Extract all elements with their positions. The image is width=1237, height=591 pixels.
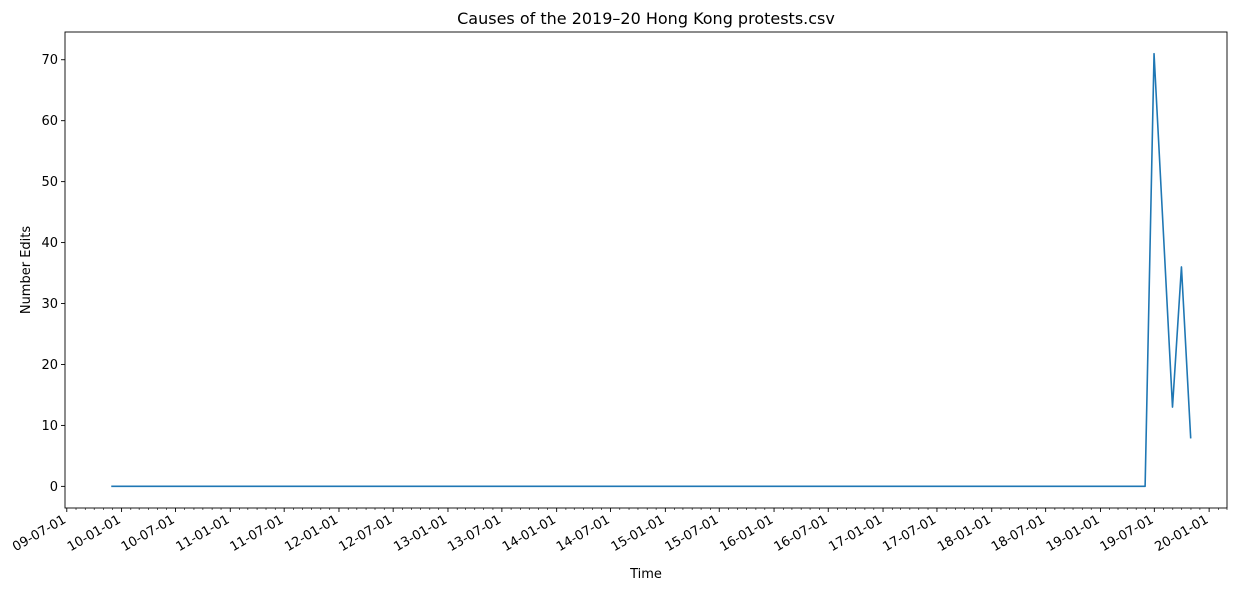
x-tick-label-1: 10-01-01 xyxy=(65,512,124,554)
axes-frame xyxy=(64,31,1228,509)
x-tick-label-15: 17-01-01 xyxy=(826,512,885,554)
x-tick-label-18: 18-07-01 xyxy=(989,512,1048,554)
y-tick-label-1: 10 xyxy=(41,419,58,434)
x-tick-label-6: 12-07-01 xyxy=(337,512,396,554)
y-tick-label-3: 30 xyxy=(41,297,58,312)
y-tick-label-2: 20 xyxy=(41,358,58,373)
y-tick-label-7: 70 xyxy=(41,53,58,68)
chart-title: Causes of the 2019–20 Hong Kong protests… xyxy=(457,9,835,28)
x-tick-label-3: 11-01-01 xyxy=(174,512,233,554)
y-tick-label-4: 40 xyxy=(41,236,58,251)
x-tick-label-16: 17-07-01 xyxy=(880,512,939,554)
plot-area: 09-07-0110-01-0110-07-0111-01-0111-07-01… xyxy=(10,31,1228,555)
x-tick-label-5: 12-01-01 xyxy=(282,512,341,554)
x-tick-label-7: 13-01-01 xyxy=(391,512,450,554)
x-tick-label-2: 10-07-01 xyxy=(119,512,178,554)
y-tick-label-6: 60 xyxy=(41,114,58,129)
x-tick-label-9: 14-01-01 xyxy=(500,512,559,554)
x-tick-label-0: 09-07-01 xyxy=(10,512,69,554)
y-tick-label-5: 50 xyxy=(41,175,58,190)
x-tick-label-10: 14-07-01 xyxy=(554,512,613,554)
x-tick-label-13: 16-01-01 xyxy=(717,512,776,554)
y-axis-label: Number Edits xyxy=(19,226,34,315)
x-axis-label: Time xyxy=(629,567,662,582)
x-tick-label-8: 13-07-01 xyxy=(445,512,504,554)
x-tick-label-11: 15-01-01 xyxy=(609,512,668,554)
x-tick-label-12: 15-07-01 xyxy=(663,512,722,554)
y-tick-label-0: 0 xyxy=(50,480,58,495)
x-tick-label-19: 19-01-01 xyxy=(1044,512,1103,554)
series-line-0 xyxy=(111,52,1192,488)
x-tick-label-4: 11-07-01 xyxy=(228,512,287,554)
x-tick-label-21: 20-01-01 xyxy=(1153,512,1212,554)
x-tick-label-20: 19-07-01 xyxy=(1098,512,1157,554)
x-tick-label-14: 16-07-01 xyxy=(772,512,831,554)
x-tick-label-17: 18-01-01 xyxy=(935,512,994,554)
